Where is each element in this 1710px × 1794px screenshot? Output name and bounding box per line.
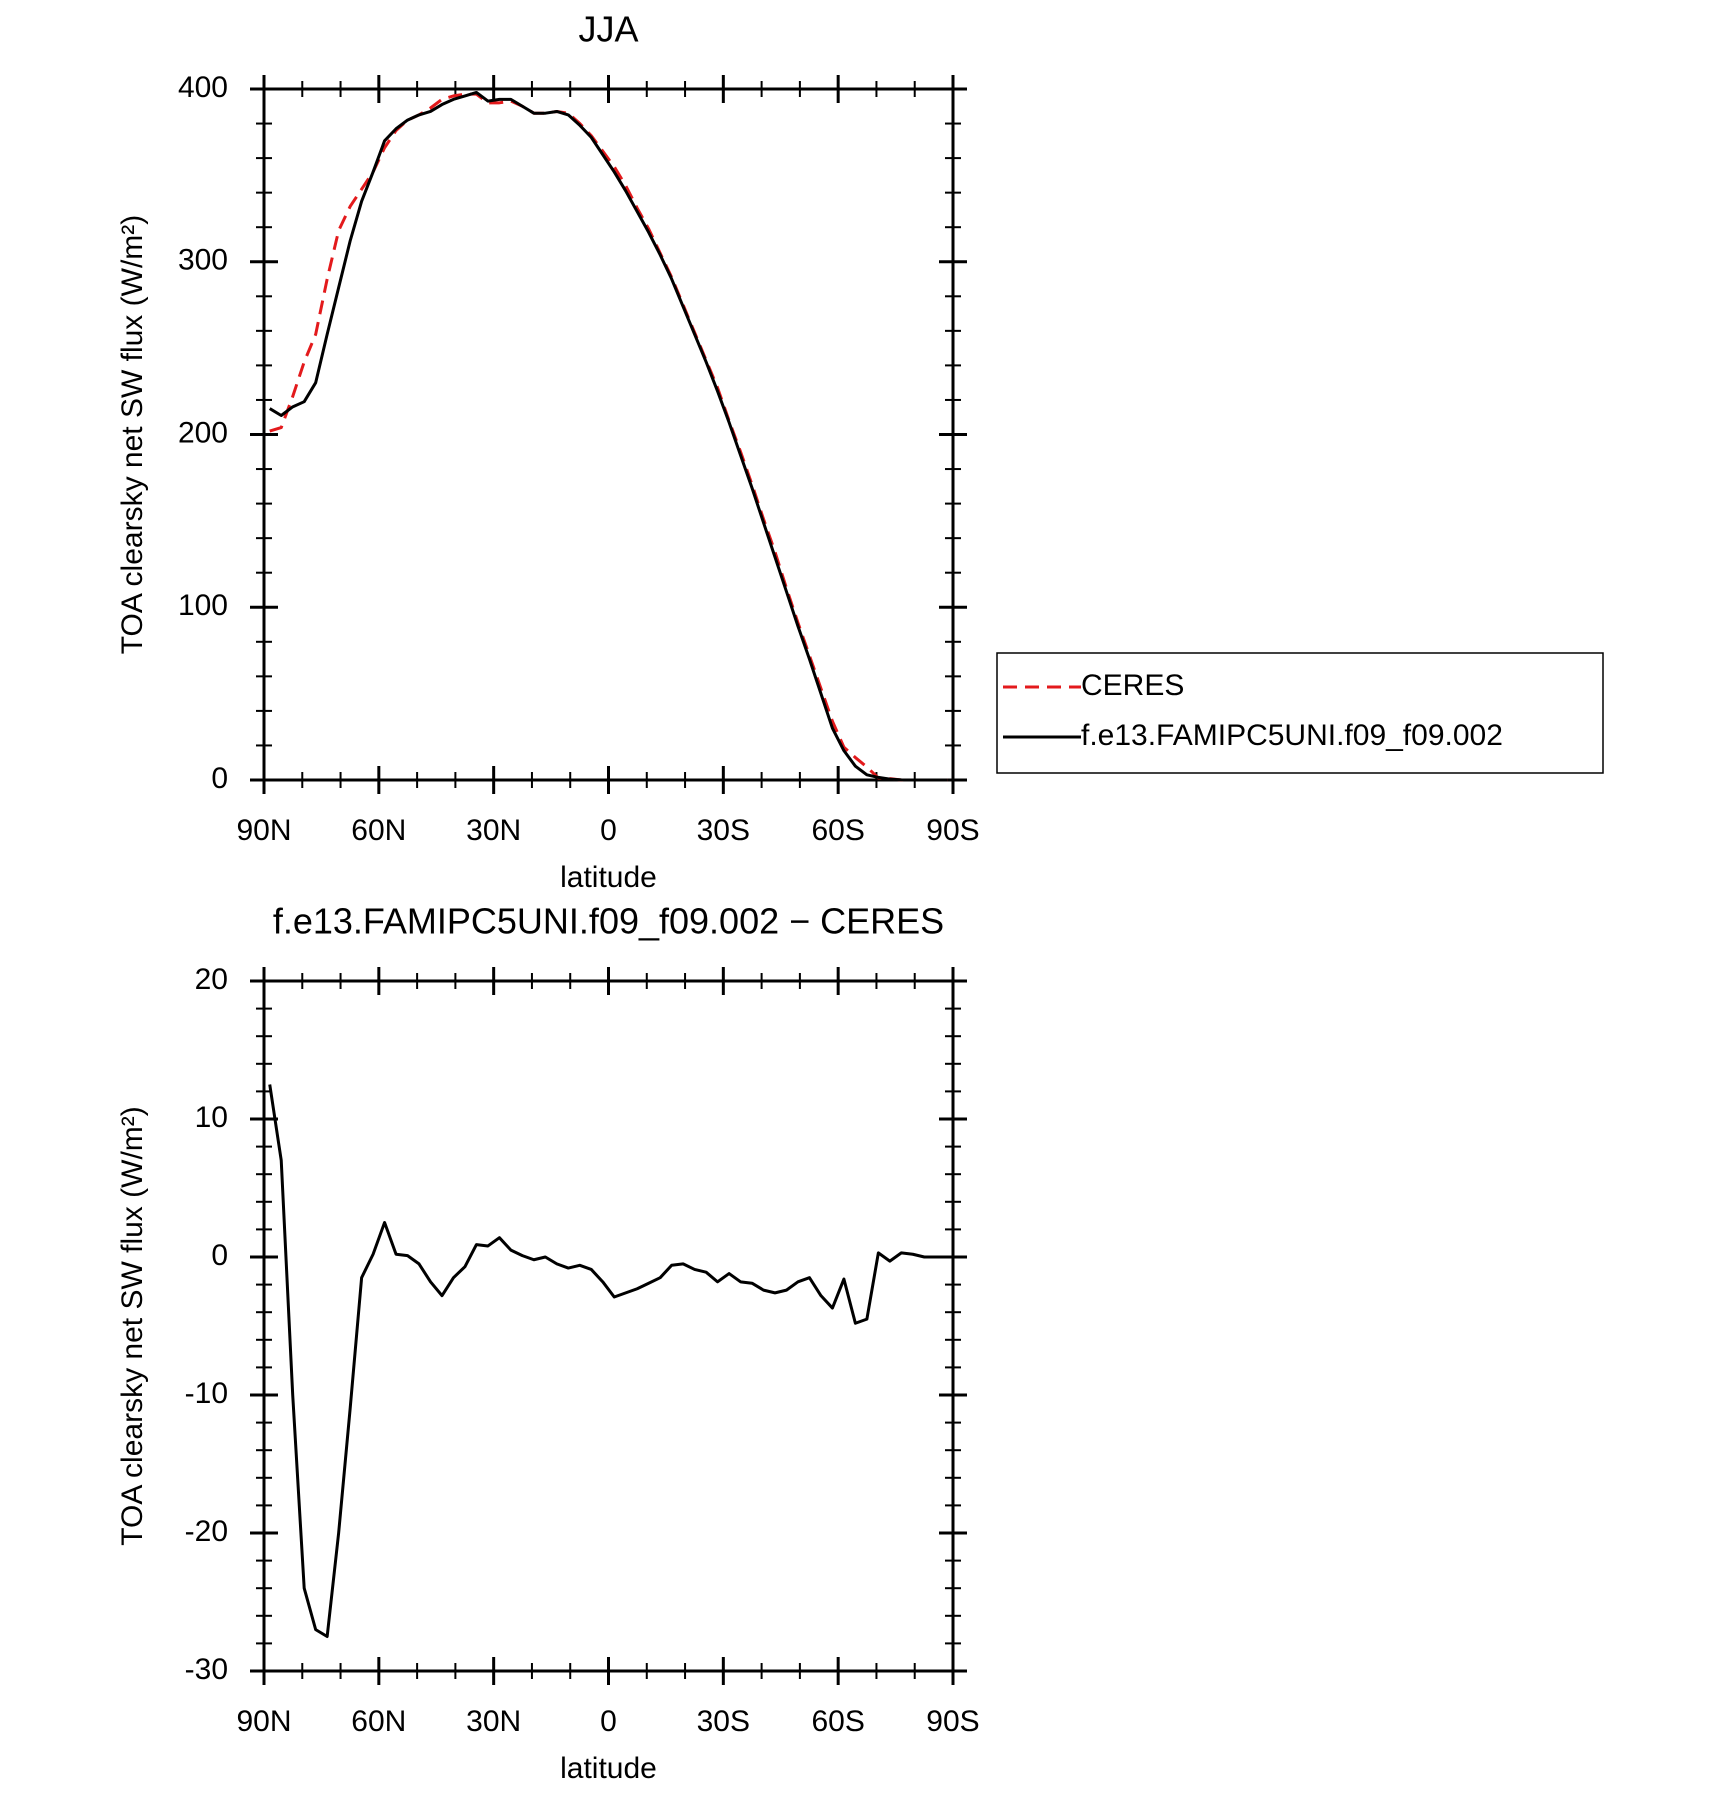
series-line xyxy=(268,90,948,782)
x-tick-label: 90N xyxy=(236,1705,291,1738)
y-tick-label: 200 xyxy=(178,416,228,449)
y-tick-label: 0 xyxy=(211,1239,228,1272)
x-tick-label: 60S xyxy=(811,814,864,847)
y-axis-label: TOA clearsky net SW flux (W/m²) xyxy=(116,215,149,655)
x-tick-label: 60N xyxy=(351,1705,406,1738)
x-tick-label: 0 xyxy=(600,814,617,847)
y-tick-label: 20 xyxy=(195,963,228,996)
legend-box xyxy=(996,652,1604,774)
x-tick-label: 90S xyxy=(926,1705,979,1738)
y-tick-label: -10 xyxy=(185,1377,228,1410)
legend-label: CERES xyxy=(1081,669,1184,702)
plot-frame xyxy=(262,87,955,782)
x-tick-label: 0 xyxy=(600,1705,617,1738)
y-axis-label: TOA clearsky net SW flux (W/m²) xyxy=(116,1106,149,1546)
legend: CERES f.e13.FAMIPC5UNI.f09_f09.002 xyxy=(996,652,1604,774)
y-tick-label: -30 xyxy=(185,1653,228,1686)
series-line xyxy=(269,92,948,782)
legend-label: f.e13.FAMIPC5UNI.f09_f09.002 xyxy=(1081,719,1503,752)
x-axis-label: latitude xyxy=(560,861,657,894)
chart-title: f.e13.FAMIPC5UNI.f09_f09.002 − CERES xyxy=(273,901,944,942)
x-tick-label: 30S xyxy=(697,1705,750,1738)
series-line xyxy=(268,1084,948,1638)
x-tick-label: 30N xyxy=(466,814,521,847)
x-tick-label: 30N xyxy=(466,1705,521,1738)
chart-title: JJA xyxy=(578,9,638,50)
plot-frame xyxy=(262,979,955,1673)
y-tick-label: 10 xyxy=(195,1101,228,1134)
x-tick-label: 60N xyxy=(351,814,406,847)
y-tick-label: 400 xyxy=(178,71,228,104)
x-tick-label: 60S xyxy=(811,1705,864,1738)
y-tick-label: 0 xyxy=(211,762,228,795)
x-axis-label: latitude xyxy=(560,1752,657,1785)
x-tick-label: 30S xyxy=(697,814,750,847)
y-tick-label: 300 xyxy=(178,244,228,277)
y-tick-label: -20 xyxy=(185,1515,228,1548)
x-tick-label: 90S xyxy=(926,814,979,847)
x-tick-label: 90N xyxy=(236,814,291,847)
y-tick-label: 100 xyxy=(178,589,228,622)
